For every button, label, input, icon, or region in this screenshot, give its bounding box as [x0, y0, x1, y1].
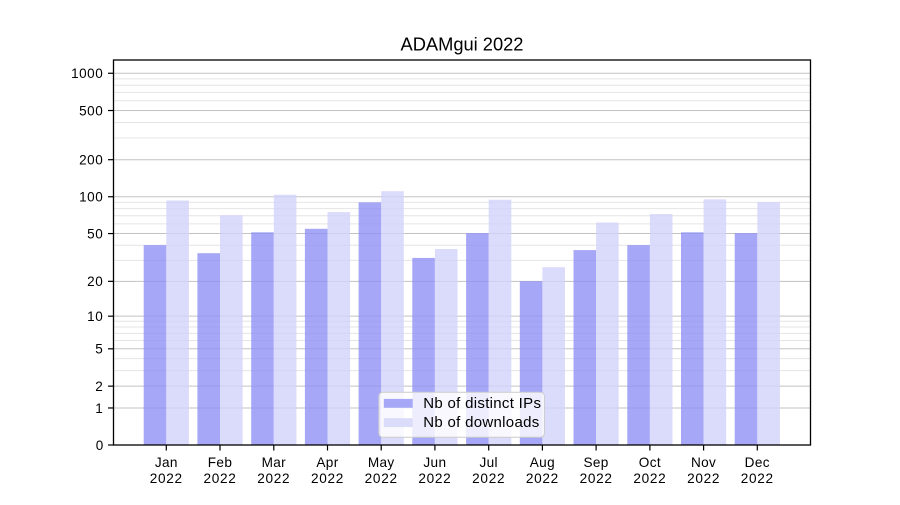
- svg-text:Sep: Sep: [583, 455, 608, 470]
- svg-text:Mar: Mar: [262, 455, 287, 470]
- svg-text:Nb of distinct IPs: Nb of distinct IPs: [423, 395, 541, 412]
- svg-text:May: May: [368, 455, 395, 470]
- svg-text:0: 0: [96, 438, 104, 453]
- svg-text:2022: 2022: [311, 471, 344, 486]
- svg-text:2022: 2022: [203, 471, 236, 486]
- svg-text:Jun: Jun: [423, 455, 446, 470]
- svg-text:2022: 2022: [526, 471, 559, 486]
- svg-text:ADAMgui 2022: ADAMgui 2022: [401, 34, 524, 55]
- svg-text:2022: 2022: [633, 471, 666, 486]
- svg-text:2022: 2022: [150, 471, 183, 486]
- svg-text:20: 20: [87, 274, 103, 289]
- svg-text:Nb of downloads: Nb of downloads: [423, 414, 539, 431]
- svg-text:2022: 2022: [580, 471, 613, 486]
- svg-text:Aug: Aug: [530, 455, 555, 470]
- svg-text:Jan: Jan: [155, 455, 178, 470]
- svg-text:500: 500: [79, 103, 103, 118]
- svg-text:2022: 2022: [257, 471, 290, 486]
- svg-text:10: 10: [87, 309, 103, 324]
- svg-text:100: 100: [79, 190, 103, 205]
- svg-text:200: 200: [79, 153, 103, 168]
- svg-text:1: 1: [95, 401, 103, 416]
- svg-text:Dec: Dec: [745, 455, 770, 470]
- svg-text:1000: 1000: [71, 66, 103, 81]
- svg-text:2022: 2022: [741, 471, 774, 486]
- svg-text:Feb: Feb: [208, 455, 232, 470]
- svg-text:2022: 2022: [418, 471, 451, 486]
- svg-text:5: 5: [95, 342, 103, 357]
- svg-text:Oct: Oct: [639, 455, 661, 470]
- svg-text:Nov: Nov: [691, 455, 716, 470]
- svg-text:50: 50: [87, 226, 103, 241]
- svg-text:Apr: Apr: [316, 455, 338, 470]
- svg-text:2: 2: [95, 379, 103, 394]
- svg-text:2022: 2022: [472, 471, 505, 486]
- svg-text:2022: 2022: [687, 471, 720, 486]
- svg-text:Jul: Jul: [479, 455, 497, 470]
- svg-text:2022: 2022: [365, 471, 398, 486]
